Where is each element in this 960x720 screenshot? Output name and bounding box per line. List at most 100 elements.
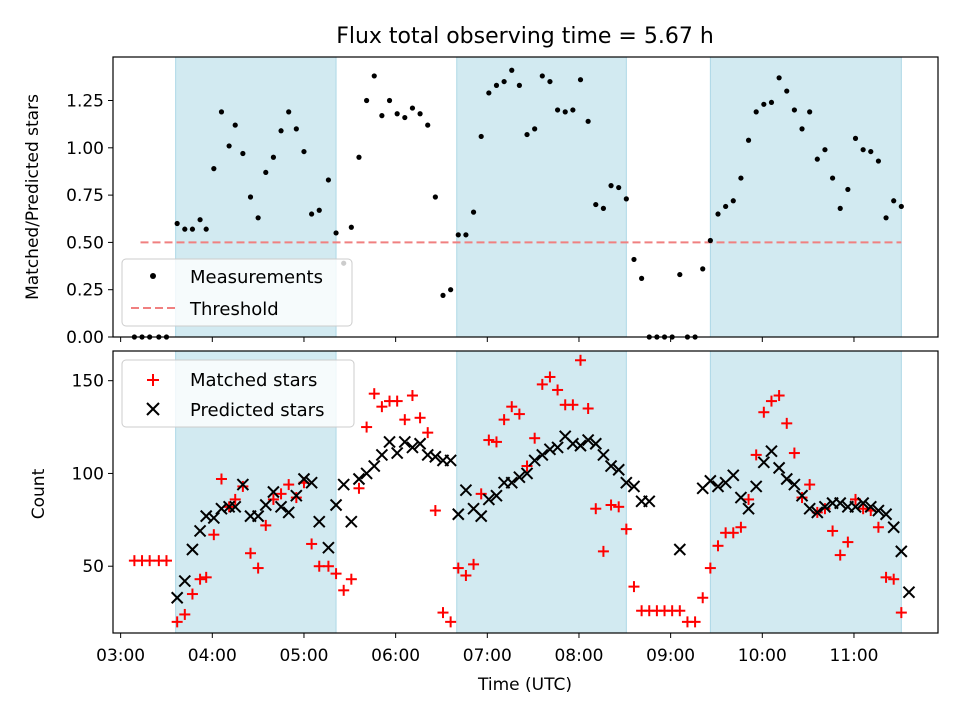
matched-star-point [743,493,755,505]
matched-star-point [857,503,869,515]
measurement-point [891,198,897,204]
measurement-point [807,109,813,115]
matched-star-point [171,616,183,628]
predicted-star-point [811,506,824,519]
measurement-point [333,230,339,236]
matched-star-point [376,401,388,413]
measurement-point [325,177,332,183]
legend-measurement-marker [150,273,156,279]
matched-star-point [620,523,632,535]
predicted-star-point [406,441,419,454]
predicted-star-point [902,585,916,599]
matched-star-point [842,536,854,548]
measurement-point [768,99,775,106]
x-tick-label: 06:00 [371,646,420,666]
measurement-point [600,205,607,211]
measurement-point [539,73,545,79]
matched-star-point [245,547,256,559]
measurement-point [577,77,584,83]
measurement-point [255,215,261,221]
x-tick-label: 07:00 [463,646,512,666]
measurement-point [677,271,683,278]
measurement-point [278,128,284,134]
measurement-point [409,105,416,111]
predicted-star-point [383,435,396,449]
matched-star-point [290,492,302,504]
matched-star-point [322,560,334,572]
bottom-y-tick-label: 100 [72,464,104,484]
x-axis-label: Time (UTC) [477,675,572,695]
predicted-star-point [337,478,350,491]
measurement-point [723,203,729,210]
top-y-tick-label: 0.75 [66,186,104,206]
top-y-tick-label: 0.50 [66,233,104,253]
predicted-star-point [297,472,311,486]
measurement-point [309,211,315,217]
measurement-point [402,114,408,121]
matched-star-point [834,549,846,561]
measurement-point [226,143,232,149]
predicted-star-point [375,448,389,462]
predicted-star-point [551,441,564,454]
matched-star-point [200,571,212,583]
predicted-star-point [305,476,318,489]
predicted-star-point [566,437,580,450]
measurement-point [425,122,431,128]
matched-star-point [160,555,172,567]
measurement-point [516,82,522,88]
predicted-star-point [444,454,457,467]
measurement-point [463,232,469,238]
measurement-point [478,133,484,140]
measurement-point [448,287,454,293]
predicted-star-point [513,470,526,484]
measurement-point [745,137,752,143]
matched-star-point [704,562,716,574]
measurement-point [784,88,790,94]
measurement-point [301,148,307,155]
predicted-star-point [459,483,473,497]
matched-star-point [758,406,770,418]
predicted-star-point [536,448,549,462]
x-tick-label: 08:00 [554,646,603,666]
measurement-point [232,122,238,128]
measurement-point [852,135,859,141]
matched-star-point [529,432,541,444]
matched-star-point [689,616,701,628]
predicted-star-point [505,476,518,489]
legend-predicted-marker [146,402,160,416]
matched-star-point [445,616,457,628]
matched-star-point [208,529,220,541]
legend-matched-marker [147,374,159,386]
matched-star-point [194,573,206,585]
matched-star-point [735,521,747,533]
measurement-point [247,194,254,200]
legend-matched-label: Matched stars [190,370,317,391]
top-y-tick-label: 0.25 [66,281,104,301]
measurement-point [898,203,904,210]
measurement-point [730,198,736,204]
predicted-star-point [604,459,618,473]
matched-star-point [414,412,426,424]
predicted-star-point [864,500,877,514]
predicted-star-point [528,454,541,467]
matched-star-point [506,401,518,413]
x-tick-label: 05:00 [279,646,328,666]
top-y-axis-label: Matched/Predicted stars [23,94,43,300]
predicted-star-point [352,472,366,486]
measurement-point [700,266,706,272]
measurement-point [761,101,767,107]
predicted-star-point [834,496,847,510]
measurement-point [791,107,797,113]
measurement-point [493,82,500,88]
measurement-point [211,166,217,172]
predicted-star-point [274,500,288,514]
measurement-point [631,256,637,263]
measurement-point [753,109,759,115]
top-y-tick-label: 1.25 [66,92,104,112]
predicted-star-point [490,489,503,502]
measurement-point [270,154,277,160]
predicted-star-point [398,435,412,449]
measurement-point [814,156,820,162]
bottom-y-tick-label: 150 [72,372,104,392]
